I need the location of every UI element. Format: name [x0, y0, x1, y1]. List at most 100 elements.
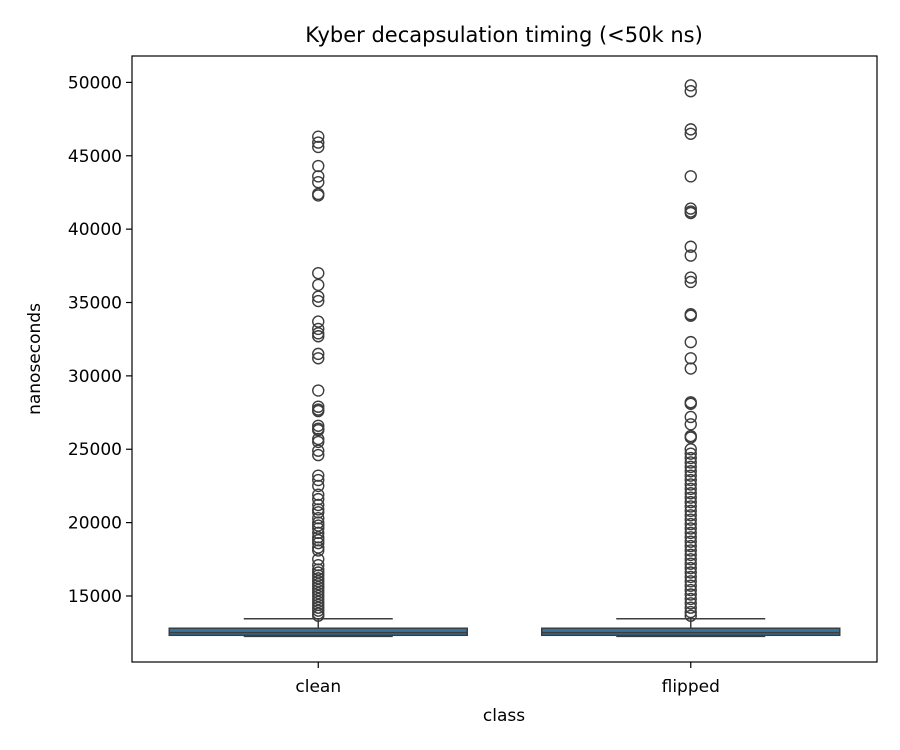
outlier-point: [312, 136, 325, 149]
outlier-point: [312, 522, 325, 535]
outlier-point: [684, 123, 697, 136]
outlier-point: [684, 309, 697, 322]
outlier-point: [312, 432, 325, 446]
outlier-point: [312, 536, 325, 550]
outlier-point: [684, 535, 697, 548]
iqr-box: [541, 627, 841, 637]
outlier-point: [312, 290, 325, 303]
x-tick-label: flipped: [662, 677, 720, 697]
y-tick-label: 15000: [68, 587, 122, 607]
y-tick-label: 40000: [68, 220, 122, 240]
outlier-point: [684, 526, 697, 540]
outlier-point: [684, 592, 697, 606]
outlier-point: [312, 140, 325, 154]
outlier-point: [312, 175, 325, 189]
box-group-flipped: [541, 79, 841, 638]
y-tick-label: 45000: [68, 147, 122, 167]
outlier-point: [312, 563, 325, 576]
outlier-point: [312, 352, 325, 365]
outlier-point: [312, 589, 325, 603]
outlier-point: [312, 604, 325, 617]
x-axis-title: class: [483, 706, 525, 726]
outlier-point: [684, 206, 697, 220]
y-tick-label: 20000: [68, 514, 122, 534]
outlier-point: [684, 79, 697, 92]
outlier-point: [684, 335, 697, 349]
outlier-point: [684, 456, 697, 469]
outlier-point: [312, 469, 325, 482]
outlier-point: [312, 327, 325, 340]
outlier-point: [684, 570, 697, 584]
chart-title: Kyber decapsulation timing (<50k ns): [305, 23, 703, 47]
outlier-point: [684, 588, 697, 601]
outlier-point: [684, 451, 697, 465]
outlier-point: [684, 583, 697, 597]
outlier-point: [684, 579, 697, 592]
outlier-point: [312, 322, 325, 336]
outlier-point: [684, 460, 697, 474]
outlier-point: [312, 519, 325, 532]
outlier-point: [684, 418, 697, 431]
outlier-point: [312, 189, 325, 202]
outlier-point: [684, 491, 697, 504]
outlier-point: [312, 266, 325, 280]
outlier-point: [312, 384, 325, 397]
outlier-point: [312, 601, 325, 614]
outlier-point: [312, 435, 325, 449]
outlier-point: [684, 397, 697, 410]
outlier-point: [312, 278, 325, 292]
outlier-point: [312, 498, 325, 512]
y-tick-label: 35000: [68, 294, 122, 314]
outlier-point: [312, 170, 325, 183]
outlier-point: [312, 583, 325, 597]
outlier-point: [312, 578, 325, 591]
outlier-point: [312, 541, 325, 554]
outlier-point: [684, 566, 697, 579]
outlier-point: [684, 487, 697, 500]
outlier-point: [684, 553, 697, 566]
outlier-point: [312, 400, 325, 413]
outlier-point: [312, 558, 325, 572]
outlier-point: [312, 347, 325, 361]
outlier-point: [684, 500, 697, 513]
outlier-point: [312, 315, 325, 328]
outlier-point: [312, 330, 325, 343]
outlier-point: [684, 447, 697, 460]
outlier-point: [312, 609, 325, 622]
outlier-point: [684, 469, 697, 482]
outlier-point: [684, 517, 697, 531]
outlier-point: [684, 609, 697, 622]
outlier-point: [684, 249, 697, 262]
x-tick-label: clean: [295, 677, 341, 697]
x-axis: clean flipped: [295, 662, 720, 697]
outlier-point: [684, 202, 697, 215]
outlier-point: [312, 294, 325, 308]
outlier-point: [312, 580, 325, 594]
outlier-point: [684, 362, 697, 375]
outlier-point: [312, 595, 325, 609]
outlier-point: [684, 504, 697, 518]
outlier-point: [312, 448, 325, 462]
outlier-point: [684, 544, 697, 557]
outlier-point: [684, 601, 697, 614]
outlier-point: [312, 586, 325, 600]
outlier-point: [684, 513, 697, 526]
outlier-point: [684, 597, 697, 610]
y-axis: 15000 20000 25000 30000 35000 40000 45000 50000: [68, 73, 132, 607]
y-tick-label: 30000: [68, 367, 122, 387]
outlier-point: [684, 443, 697, 456]
outlier-point: [312, 592, 325, 606]
outlier-point: [312, 492, 325, 506]
outlier-point: [312, 572, 325, 585]
outlier-point: [312, 534, 325, 547]
outlier-point: [312, 566, 325, 579]
outlier-point: [684, 575, 697, 588]
outlier-point: [312, 473, 325, 487]
outlier-point: [312, 506, 325, 519]
outlier-point: [684, 522, 697, 535]
box-group-clean: [168, 130, 468, 638]
outlier-point: [684, 85, 697, 98]
outlier-point: [312, 444, 325, 457]
outlier-point: [684, 557, 697, 570]
